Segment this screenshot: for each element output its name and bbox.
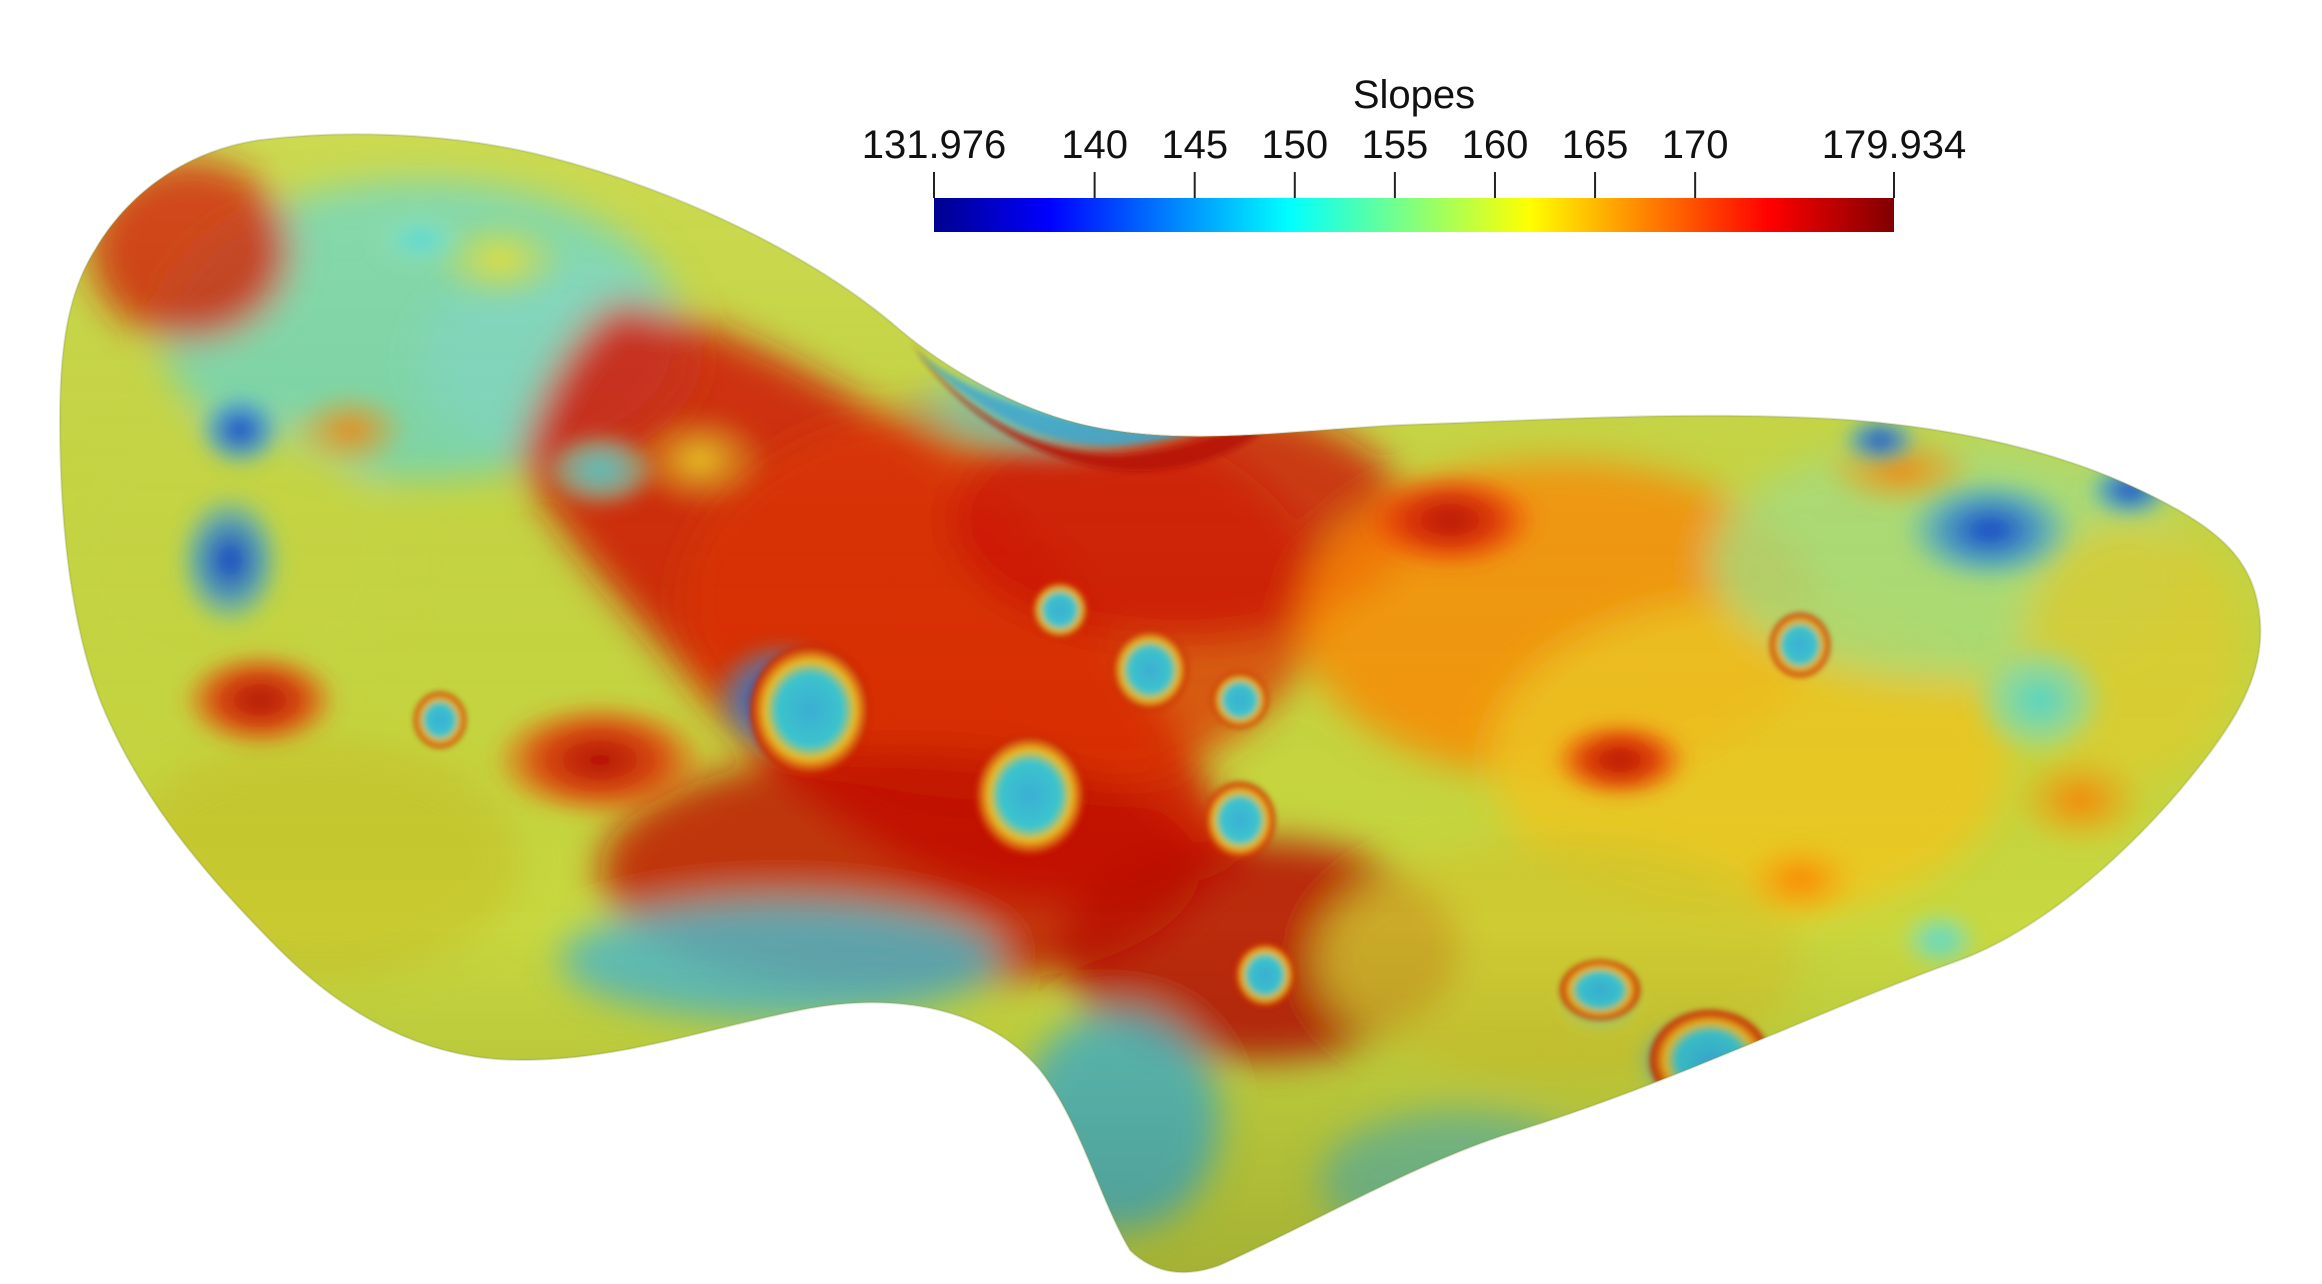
- colorbar-ticks: [933, 172, 1895, 198]
- colorbar-tick-label-4: 155: [1362, 123, 1429, 167]
- colorbar-tick-label-2: 145: [1161, 123, 1228, 167]
- colorbar-tick-label-1: 140: [1061, 123, 1128, 167]
- colorbar-title: Slopes: [1353, 73, 1475, 117]
- colorbar-legend: Slopes 131.976 140 145 150 155 160 165 170 179.9…: [862, 73, 1967, 232]
- colorbar-tick-label-6: 165: [1562, 123, 1629, 167]
- colorbar-tick-label-8: 179.934: [1822, 123, 1967, 167]
- colorbar-tick-label-0: 131.976: [862, 123, 1007, 167]
- colorbar-gradient: [934, 198, 1894, 232]
- colorbar-tick-labels: 131.976 140 145 150 155 160 165 170 179.934: [862, 123, 1967, 167]
- asteroid-body: [60, 134, 2261, 1273]
- colorbar-tick-label-7: 170: [1662, 123, 1729, 167]
- asteroid-outline: [58, 133, 2262, 1274]
- colorbar-tick-label-3: 150: [1261, 123, 1328, 167]
- colorbar-tick-label-5: 160: [1462, 123, 1529, 167]
